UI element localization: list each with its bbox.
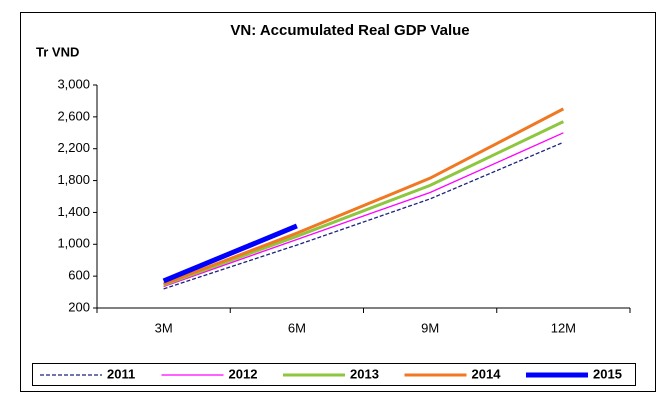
line-series xyxy=(163,107,565,286)
y-tick-label: 200 xyxy=(68,299,90,314)
legend-label: 2014 xyxy=(472,366,502,381)
y-tick-label: 1,000 xyxy=(57,236,90,251)
chart-title: VN: Accumulated Real GDP Value xyxy=(230,22,469,39)
x-tick-label: 3M xyxy=(155,320,173,335)
y-tick-label: 2,200 xyxy=(57,140,90,155)
y-tick-label: 3,000 xyxy=(57,76,90,91)
legend-box xyxy=(32,363,636,386)
line-series xyxy=(162,223,298,284)
line-series xyxy=(163,141,564,290)
line-series xyxy=(163,132,564,288)
chart-border xyxy=(20,12,656,392)
x-tick-label: 9M xyxy=(421,320,439,335)
legend-label: 2012 xyxy=(229,366,258,381)
y-tick-label: 600 xyxy=(68,268,90,283)
legend-label: 2011 xyxy=(107,366,135,381)
x-tick-label: 6M xyxy=(288,320,306,335)
x-tick-label: 12M xyxy=(551,320,576,335)
y-axis-title: Tr VND xyxy=(36,44,79,59)
y-tick-label: 2,600 xyxy=(57,108,90,123)
y-tick-label: 1,800 xyxy=(57,172,90,187)
y-tick-label: 1,400 xyxy=(57,204,90,219)
legend-label: 2015 xyxy=(593,366,622,381)
line-series xyxy=(163,120,565,287)
legend-label: 2013 xyxy=(350,366,379,381)
